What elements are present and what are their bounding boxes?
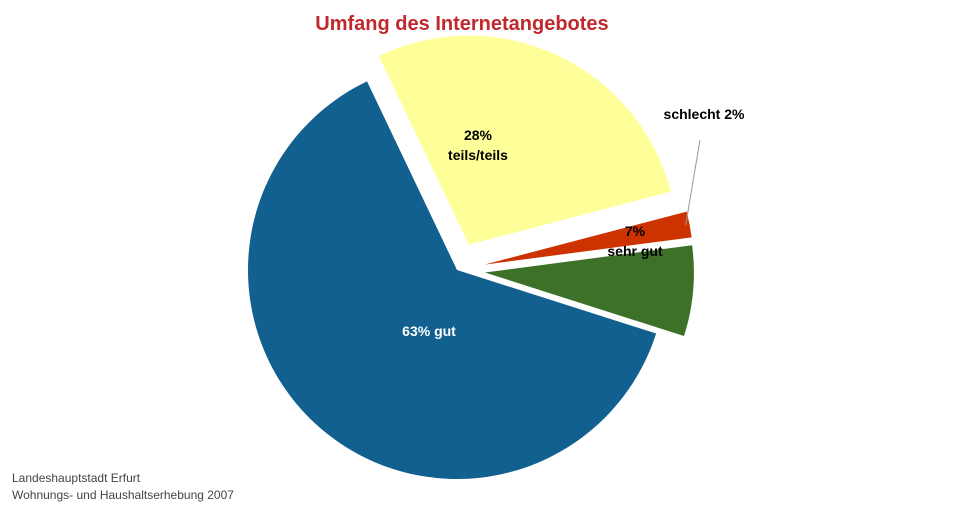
slice-label-schlecht: schlecht 2% bbox=[664, 106, 745, 122]
pie-labels: 7% sehr gut 63% gut 28% teils/teils schlecht … bbox=[402, 106, 745, 339]
leader-line-schlecht bbox=[685, 139, 701, 226]
source-line-2: Wohnungs- und Haushaltserhebung 2007 bbox=[12, 488, 234, 502]
slice-label-sehr-gut: 7% sehr gut bbox=[607, 223, 663, 259]
pie-slices bbox=[248, 35, 694, 479]
slice-label-teils-teils: 28% teils/teils bbox=[448, 127, 508, 163]
pie-slice-sehr-gut bbox=[484, 245, 694, 337]
source-note: Landeshauptstadt Erfurt Wohnungs- und Ha… bbox=[12, 470, 234, 504]
chart-title: Umfang des Internetangebotes bbox=[315, 13, 608, 35]
source-line-1: Landeshauptstadt Erfurt bbox=[12, 471, 141, 485]
pie-slice-gut bbox=[248, 81, 657, 479]
slice-label-gut: 63% gut bbox=[402, 323, 456, 339]
pie-slice-teils-teils bbox=[378, 35, 671, 245]
pie-slice-schlecht bbox=[484, 211, 692, 265]
